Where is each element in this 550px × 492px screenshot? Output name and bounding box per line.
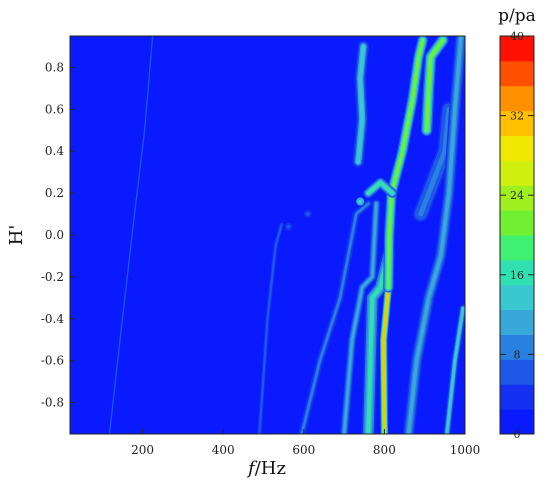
colorbar-swatch bbox=[500, 160, 534, 186]
spot-core bbox=[286, 224, 291, 229]
colorbar-swatch bbox=[500, 309, 534, 336]
heatmap-ridge bbox=[108, 36, 154, 434]
colorbar-title: p/pa bbox=[498, 6, 536, 26]
ridge-contour-band bbox=[300, 202, 370, 434]
plot-area bbox=[70, 36, 465, 434]
colorbar-swatch bbox=[500, 284, 534, 311]
y-tick-label: -0.6 bbox=[41, 354, 64, 368]
ridge-contour-band bbox=[386, 38, 425, 290]
ridge-contour-band bbox=[258, 223, 283, 434]
y-tick-label: 0.4 bbox=[45, 144, 64, 158]
heatmap-spot bbox=[356, 197, 365, 206]
heatmap-spot bbox=[303, 210, 312, 219]
heatmap-ridge bbox=[402, 36, 465, 434]
spot-core bbox=[358, 199, 363, 204]
heatmap-ridge bbox=[443, 304, 465, 434]
colorbar-swatch bbox=[500, 384, 534, 410]
colorbar-swatch bbox=[500, 409, 534, 435]
heatmap-ridge bbox=[352, 40, 370, 168]
colorbar-swatch bbox=[500, 259, 534, 286]
ridge-contour-band bbox=[342, 202, 378, 434]
x-tick-label: 200 bbox=[131, 443, 154, 457]
colorbar-swatch bbox=[500, 210, 534, 236]
ridge-contour-band bbox=[356, 44, 366, 164]
ridge-contour-band bbox=[108, 36, 154, 434]
x-tick-label: 600 bbox=[292, 443, 315, 457]
heatmap-ridge bbox=[257, 222, 284, 434]
colorbar-swatch bbox=[500, 185, 534, 211]
heatmap-ridge bbox=[420, 36, 449, 137]
x-axis-title-rest: /Hz bbox=[255, 458, 286, 479]
ridge-contour-band bbox=[424, 38, 445, 133]
x-tick-label: 400 bbox=[212, 443, 235, 457]
colorbar-swatch bbox=[500, 110, 534, 137]
colorbar-tick-label: 16 bbox=[510, 269, 524, 282]
ridge-contour-band bbox=[445, 307, 465, 434]
ridge-contour-band bbox=[418, 106, 452, 217]
y-tick-label: -0.4 bbox=[41, 312, 65, 326]
colorbar-swatch bbox=[500, 36, 534, 62]
colorbar-swatch bbox=[500, 60, 534, 87]
x-tick-label: 1000 bbox=[450, 443, 481, 457]
spot-core bbox=[305, 212, 310, 217]
colorbar-tick-label: 40 bbox=[510, 30, 524, 43]
colorbar-swatch bbox=[500, 135, 534, 161]
x-axis-title: f/Hz bbox=[246, 458, 286, 479]
colorbar-tick-label: 8 bbox=[514, 348, 521, 361]
y-tick-label: 0.0 bbox=[45, 228, 64, 242]
ridge-contour-band bbox=[366, 181, 394, 195]
heatmap-ridge bbox=[339, 199, 381, 434]
ridge-contour-band bbox=[382, 286, 390, 434]
colorbar: 0 8 16 24 32 40 bbox=[499, 30, 535, 441]
y-tick-label: 0.2 bbox=[45, 186, 64, 200]
colorbar-tick-label: 32 bbox=[510, 110, 524, 123]
colorbar-swatch bbox=[500, 235, 534, 261]
y-axis-title: H' bbox=[6, 225, 27, 246]
y-tick-label: -0.8 bbox=[41, 396, 64, 410]
y-tick-label: 0.8 bbox=[45, 60, 64, 74]
heatmap-ridge bbox=[412, 101, 457, 222]
colorbar-swatch bbox=[500, 359, 534, 385]
heatmap-ridge bbox=[363, 177, 398, 198]
colorbar-swatch bbox=[500, 85, 534, 112]
x-axis: 200 400 600 800 1000 bbox=[131, 429, 480, 457]
y-tick-label: 0.6 bbox=[45, 102, 64, 116]
heatmap-spot bbox=[284, 222, 293, 231]
heatmap-ridge bbox=[383, 36, 428, 293]
heatmap-ridge bbox=[298, 199, 372, 434]
x-tick-label: 800 bbox=[373, 443, 396, 457]
colorbar-frame bbox=[499, 35, 535, 435]
colorbar-tick-label: 24 bbox=[510, 189, 524, 202]
colorbar-swatch bbox=[500, 334, 534, 360]
heatmap-background bbox=[70, 36, 465, 434]
colorbar-tick-label: 0 bbox=[514, 428, 521, 441]
heatmap-ridge bbox=[379, 283, 393, 434]
y-axis: 0.8 0.6 0.4 0.2 0.0 -0.2 -0.4 -0.6 -0.8 bbox=[41, 60, 75, 410]
ridge-contour-band bbox=[406, 36, 463, 434]
y-tick-label: -0.2 bbox=[41, 270, 64, 284]
